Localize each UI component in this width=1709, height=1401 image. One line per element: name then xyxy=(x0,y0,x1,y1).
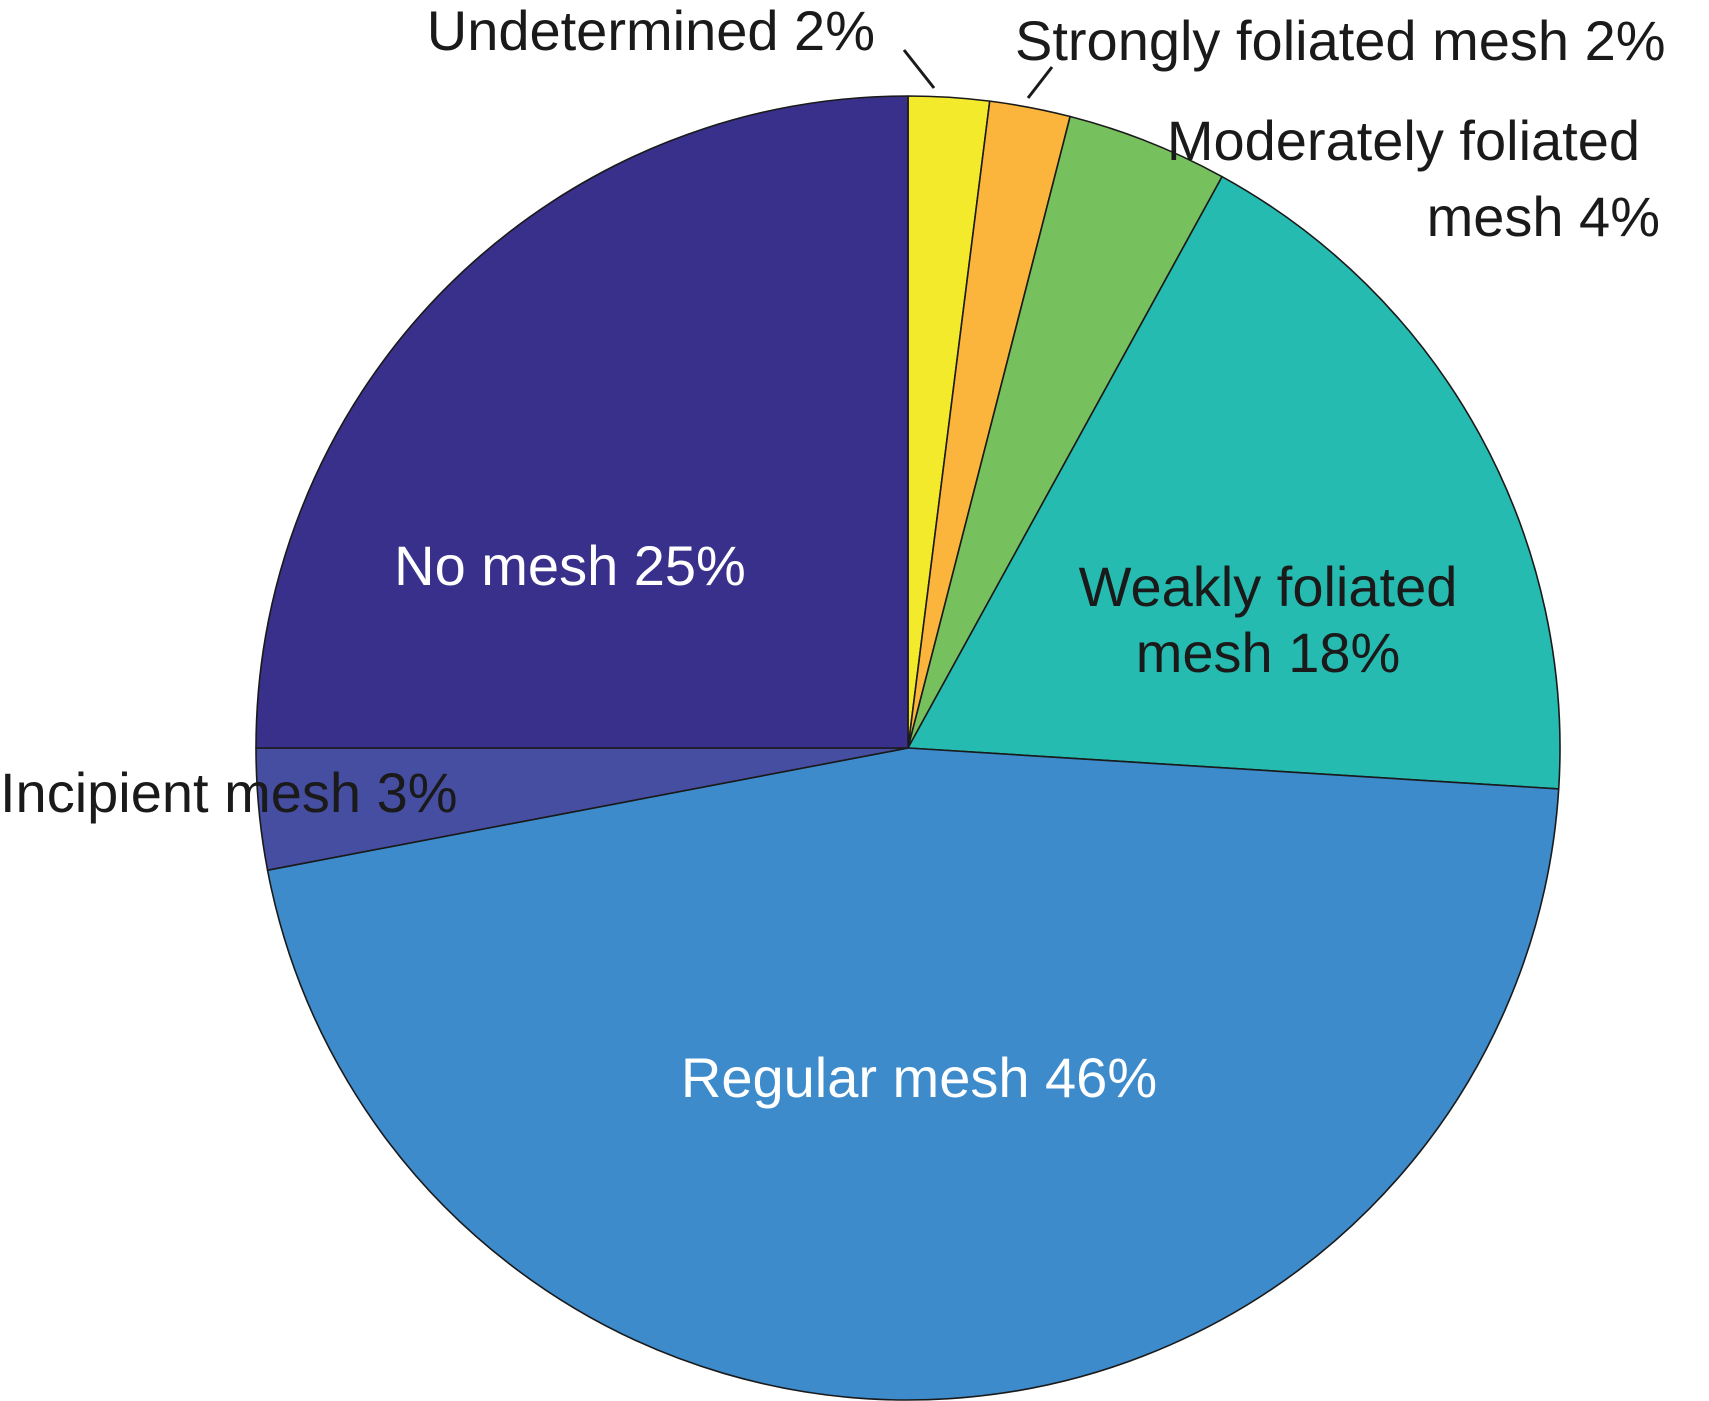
slice-label-weakly-foliated-mesh-line-1: Weakly foliated xyxy=(1079,555,1458,618)
pie-slice-no-mesh xyxy=(255,95,909,749)
leader-line-strongly-foliated-mesh xyxy=(1026,66,1054,99)
leader-line-undetermined xyxy=(902,49,936,89)
leader-lines xyxy=(902,49,1054,99)
pie-slice-regular-mesh xyxy=(266,747,1560,1401)
pie-slice-weakly-foliated-mesh xyxy=(907,175,1561,790)
slice-label-incipient-mesh: Incipient mesh 3% xyxy=(0,761,458,824)
slice-label-moderately-foliated-mesh-line-2: mesh 4% xyxy=(1427,185,1660,248)
slice-label-moderately-foliated-mesh-line-1: Moderately foliated xyxy=(1167,109,1640,172)
slice-label-strongly-foliated-mesh: Strongly foliated mesh 2% xyxy=(1015,9,1666,72)
slice-label-weakly-foliated-mesh-line-2: mesh 18% xyxy=(1136,621,1401,684)
slice-label-no-mesh: No mesh 25% xyxy=(394,534,746,597)
slice-label-regular-mesh: Regular mesh 46% xyxy=(681,1046,1157,1109)
slice-labels: Undetermined 2% Strongly foliated mesh 2%… xyxy=(0,0,1666,1109)
slice-label-undetermined: Undetermined 2% xyxy=(427,0,875,62)
slices-layer xyxy=(255,95,1561,1401)
